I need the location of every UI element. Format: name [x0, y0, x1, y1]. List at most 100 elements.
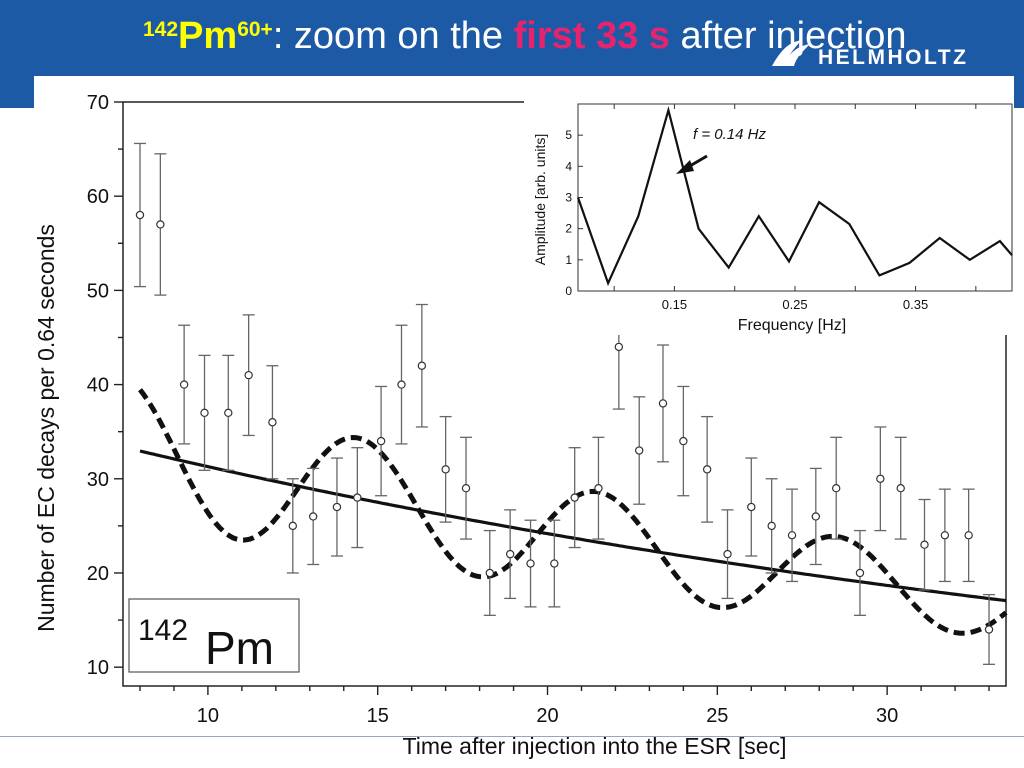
data-point [874, 426, 887, 532]
data-point [178, 324, 191, 445]
data-point-marker [550, 559, 559, 568]
amplitude-spectrum-line [576, 105, 1013, 287]
y-tick-label: 70 [87, 92, 109, 114]
data-point [592, 436, 605, 540]
data-point [830, 436, 843, 540]
data-point [460, 436, 473, 540]
data-point-marker [353, 493, 362, 502]
y-axis-label: Number of EC decays per 0.64 seconds [33, 224, 59, 632]
data-point-marker [767, 521, 776, 531]
helmholtz-logo: HELMHOLTZ [772, 40, 968, 69]
data-point [765, 478, 778, 574]
data-point-marker [397, 380, 406, 389]
data-point [504, 509, 517, 600]
data-point [983, 593, 996, 665]
y-tick-label: 50 [87, 280, 109, 302]
data-point [786, 488, 799, 583]
data-point-marker [855, 568, 865, 578]
data-point-marker [376, 436, 386, 446]
isotope-label-element: Pm [205, 622, 274, 674]
title-mass-number: 142 [143, 18, 179, 41]
data-point [198, 354, 211, 471]
data-point [133, 142, 146, 288]
inset-y-tick-label: 2 [565, 222, 572, 236]
data-point-marker [658, 399, 668, 408]
data-point-marker [505, 549, 515, 559]
slide-title: 142Pm60+: zoom on the first 33 s after i… [143, 14, 907, 58]
data-point-marker [831, 483, 841, 493]
data-point [853, 529, 866, 617]
inset-x-tick-label: 0.35 [903, 297, 928, 312]
main-chart-fits [138, 388, 1008, 636]
y-tick-label: 60 [87, 186, 109, 208]
data-point-marker [308, 512, 318, 521]
x-tick-label: 20 [536, 705, 558, 727]
data-point-marker [526, 559, 535, 568]
data-point-marker [570, 493, 579, 502]
data-point-marker [332, 502, 342, 512]
inset-y-axis-label: Amplitude [arb. units] [532, 134, 548, 266]
exponential-fit-curve [139, 449, 1007, 603]
title-charge: 60+ [237, 18, 273, 41]
inset-y-tick-label: 0 [565, 284, 572, 298]
data-point-marker [723, 549, 732, 559]
data-point [721, 509, 734, 600]
data-point-marker [702, 465, 712, 474]
helmholtz-logo-text: HELMHOLTZ [818, 46, 968, 69]
data-point [656, 344, 669, 463]
data-point-marker [441, 465, 450, 474]
data-point [330, 457, 343, 557]
x-tick-label: 30 [876, 705, 898, 727]
isotope-label-box: 142 Pm [128, 598, 300, 674]
data-point-marker [679, 436, 688, 446]
data-point-marker [268, 418, 277, 427]
data-point [548, 519, 561, 608]
data-point-marker [485, 568, 494, 578]
y-tick-label: 10 [87, 657, 109, 679]
inset-axes: 0.15 0.25 0.35 0 1 2 3 4 5 Frequency [Hz] Amplitud… [532, 103, 1013, 334]
data-point [918, 498, 931, 591]
data-point [242, 314, 255, 437]
data-point [962, 488, 975, 583]
data-point-marker [635, 446, 644, 455]
footer-rule [0, 736, 1024, 737]
frequency-inset-chart: 0.15 0.25 0.35 0 1 2 3 4 5 Frequency [Hz] Amplitud… [524, 90, 1014, 335]
data-point-marker [811, 512, 821, 521]
data-point-marker [747, 502, 756, 512]
title-element: Pm [178, 15, 238, 57]
helmholtz-logo-icon [772, 40, 810, 66]
data-point-marker [940, 531, 950, 540]
inset-series [576, 105, 1013, 287]
data-point [286, 478, 299, 574]
inset-background [524, 90, 1014, 335]
isotope-label-frame [128, 598, 300, 673]
inset-x-tick-label: 0.15 [662, 297, 687, 312]
data-point-marker [417, 361, 427, 370]
data-point [938, 488, 951, 583]
x-axis-label: Time after injection into the ESR [sec] [403, 733, 787, 759]
data-point [677, 385, 690, 497]
inset-annotation: f = 0.14 Hz [676, 126, 766, 174]
peak-arrow-head [676, 160, 694, 174]
data-point-marker [156, 220, 165, 229]
inset-y-tick-label: 4 [565, 159, 572, 173]
data-point-marker [876, 474, 885, 483]
data-point-marker [461, 483, 471, 493]
data-point-marker [594, 483, 603, 493]
data-point [483, 529, 496, 617]
data-point-marker [179, 380, 189, 389]
x-tick-label: 15 [367, 705, 389, 727]
inset-y-tick-label: 1 [565, 253, 572, 267]
data-point-marker [964, 531, 973, 540]
x-tick-label: 10 [197, 705, 219, 727]
title-text-before: : zoom on the [272, 15, 514, 57]
data-point [375, 385, 388, 497]
data-point-marker [224, 408, 233, 418]
data-point [222, 354, 235, 471]
data-point [524, 519, 537, 608]
data-point-marker [614, 342, 624, 352]
inset-y-tick-label: 5 [565, 128, 572, 142]
data-point-marker [920, 540, 929, 549]
data-point [307, 467, 320, 566]
